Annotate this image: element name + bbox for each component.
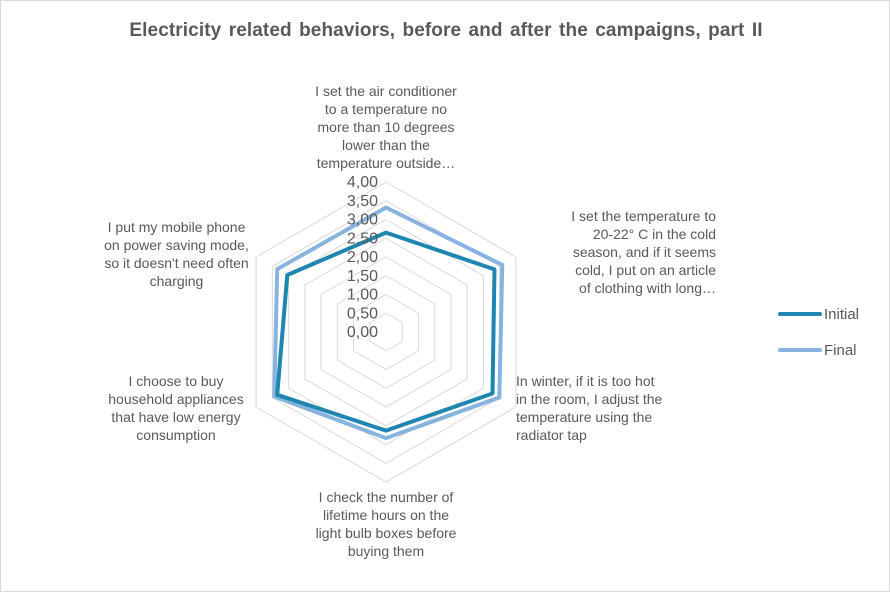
category-label-line: household appliances — [108, 391, 244, 407]
category-label-line: I check the number of — [318, 489, 454, 505]
legend-item-initial[interactable]: Initial — [778, 304, 859, 324]
category-label: I set the air conditioner to a temperatur… — [286, 82, 486, 172]
category-label-line: season, and if it seems — [572, 244, 716, 260]
tick-label: 4,00 — [347, 174, 378, 191]
legend-label: Final — [824, 341, 857, 359]
series-line-final — [272, 205, 505, 441]
legend-label: Initial — [824, 305, 860, 323]
category-label-line: on power saving mode, — [104, 237, 249, 253]
category-label-line: light bulb boxes before — [315, 525, 457, 541]
category-label-line: that have low energy — [111, 409, 241, 425]
category-label-line: buying them — [347, 543, 425, 559]
category-label-line: temperature using the — [516, 409, 653, 425]
legend-swatch — [778, 312, 822, 316]
category-label-line: lower than the — [342, 137, 430, 153]
category-label-line: lifetime hours on the — [322, 507, 450, 523]
tick-label: 1,50 — [347, 268, 378, 285]
tick-label: 3,50 — [347, 193, 378, 210]
category-label: I check the number of lifetime hours on t… — [291, 488, 481, 560]
category-label-line: so it doesn't need often — [104, 255, 249, 271]
category-label: I set the temperature to 20-22° C in the … — [501, 207, 716, 297]
legend: Initial Final — [778, 304, 859, 376]
category-label-line: I set the air conditioner — [315, 83, 457, 99]
tick-label: 2,00 — [347, 249, 378, 266]
tick-label: 2,50 — [347, 230, 378, 247]
grid-ring — [336, 275, 436, 389]
category-label-line: to a temperature no — [324, 101, 448, 117]
tick-label: 0,00 — [347, 324, 378, 341]
tick-label: 0,50 — [347, 305, 378, 322]
grid-ring — [320, 256, 452, 408]
category-label-line: I choose to buy — [128, 373, 224, 389]
grid-ring — [255, 181, 517, 483]
category-label-line: I set the temperature to — [571, 208, 716, 224]
category-label-line: consumption — [136, 427, 216, 443]
legend-item-final[interactable]: Final — [778, 340, 859, 360]
category-label-line: in the room, I adjust the — [516, 391, 663, 407]
category-label-line: cold, I put on an article — [575, 262, 716, 278]
grid-ring — [271, 200, 501, 464]
category-label-line: 20-22° C in the cold — [592, 226, 716, 242]
category-label: I put my mobile phone on power saving mod… — [79, 218, 274, 290]
grid-ring — [353, 293, 419, 371]
tick-label: 3,00 — [347, 212, 378, 229]
tick-label: 1,00 — [347, 287, 378, 304]
legend-swatch — [778, 348, 822, 352]
category-label-line: In winter, if it is too hot — [516, 373, 655, 389]
category-label: I choose to buy household appliances that … — [81, 372, 271, 444]
series-line-initial — [275, 230, 497, 433]
category-label-line: radiator tap — [516, 427, 587, 443]
category-label-line: of clothing with long… — [579, 280, 716, 296]
category-label-line: more than 10 degrees — [317, 119, 455, 135]
category-label: In winter, if it is too hot in the room, … — [516, 372, 706, 444]
grid-ring — [304, 237, 468, 427]
grid-ring — [369, 312, 403, 352]
chart-title: Electricity related behaviors, before an… — [129, 20, 763, 41]
category-label-line: I put my mobile phone — [107, 219, 246, 235]
category-label-line: charging — [149, 273, 204, 289]
category-label-line: temperature outside… — [316, 155, 456, 171]
